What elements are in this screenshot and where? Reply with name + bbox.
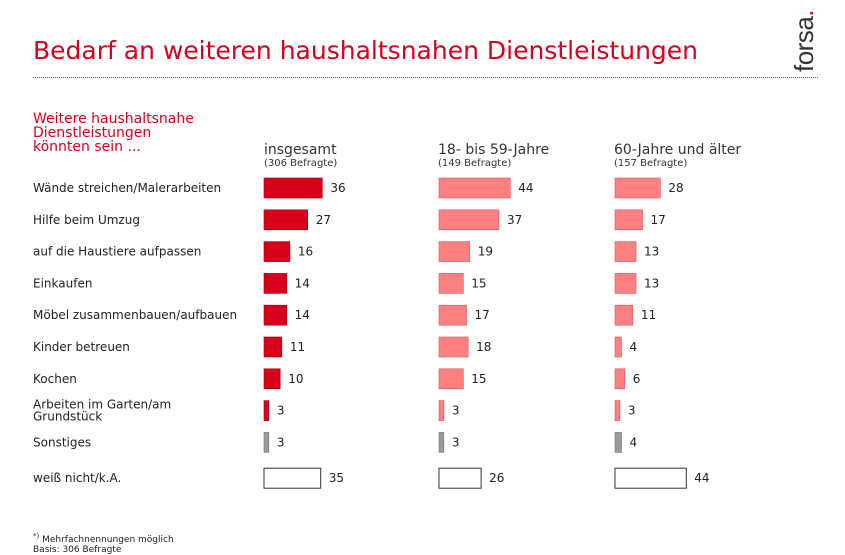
data-label: 11 [290, 340, 305, 354]
data-label: 27 [316, 213, 331, 227]
data-label: 36 [330, 181, 345, 195]
category-label: Kinder betreuen [33, 340, 130, 354]
category-label: auf die Haustiere aufpassen [33, 245, 201, 259]
data-label: 37 [507, 213, 522, 227]
data-label: 26 [489, 471, 504, 485]
category-label: weiß nicht/k.A. [33, 471, 121, 485]
bar-60-jahre-und-a-lter-mo-bel-zusammenbauen-aufbauen [614, 304, 634, 326]
bar-60-jahre-und-a-lter-auf-die-haustiere-aufpassen [614, 241, 637, 262]
data-label: 3 [277, 404, 285, 418]
bar-18-bis-59-jahre-wa-nde-streichen-malerarbeiten [438, 177, 511, 199]
bar-18-bis-59-jahre-kinder-betreuen [438, 336, 469, 358]
data-label: 17 [651, 213, 666, 227]
data-label: 13 [644, 276, 659, 290]
column-sublabel-insgesamt: (306 Befragte) [264, 158, 338, 169]
data-label: 6 [633, 372, 641, 386]
bar-60-jahre-und-a-lter-einkaufen [614, 273, 637, 294]
footnote-multiple-answers: *) Mehrfachnennungen möglich [33, 531, 174, 545]
data-label: 35 [329, 471, 344, 485]
data-label: 14 [295, 308, 310, 322]
bar-insgesamt-einkaufen [263, 273, 287, 294]
page-title: Bedarf an weiteren haushaltsnahen Dienst… [33, 36, 699, 65]
bar-insgesamt-kinder-betreuen [263, 336, 283, 358]
bar-insgesamt-wei-nicht-k-a [263, 467, 322, 489]
bar-60-jahre-und-a-lter-kinder-betreuen [614, 336, 622, 358]
question-text: Weitere haushaltsnahe Dienstleistungen k… [33, 112, 194, 154]
data-label: 3 [277, 435, 285, 449]
data-label: 10 [288, 372, 303, 386]
data-label: 28 [668, 181, 683, 195]
data-label: 15 [471, 372, 486, 386]
column-sublabel-18-59: (149 Befragte) [438, 158, 512, 169]
bar-18-bis-59-jahre-hilfe-beim-umzug [438, 209, 500, 231]
bar-60-jahre-und-a-lter-wa-nde-streichen-malerarbeiten [614, 177, 661, 199]
bar-18-bis-59-jahre-mo-bel-zusammenbauen-aufbauen [438, 304, 467, 326]
bar-18-bis-59-jahre-einkaufen [438, 273, 464, 294]
category-label: Sonstiges [33, 435, 91, 449]
bar-18-bis-59-jahre-kochen [438, 368, 464, 390]
column-sublabel-60-plus: (157 Befragte) [614, 158, 688, 169]
bar-insgesamt-kochen [263, 368, 281, 390]
bar-insgesamt-auf-die-haustiere-aufpassen [263, 241, 291, 262]
bar-insgesamt-hilfe-beim-umzug [263, 209, 309, 231]
data-label: 3 [628, 404, 636, 418]
bar-insgesamt-arbeiten-im-garten-am-grundstu-ck [263, 400, 270, 421]
data-label: 44 [518, 181, 533, 195]
data-label: 3 [452, 404, 460, 418]
data-label: 18 [476, 340, 491, 354]
bar-60-jahre-und-a-lter-wei-nicht-k-a [614, 467, 687, 489]
footnote-marker: *) [33, 532, 40, 540]
footnote: *) Mehrfachnennungen möglich Basis: 306 … [33, 531, 174, 555]
bar-60-jahre-und-a-lter-arbeiten-im-garten-am-grundstu-ck [614, 400, 621, 421]
question-line-1: Weitere haushaltsnahe [33, 111, 194, 127]
title-divider [33, 77, 818, 78]
data-label: 15 [471, 276, 486, 290]
bar-18-bis-59-jahre-auf-die-haustiere-aufpassen [438, 241, 471, 262]
bar-60-jahre-und-a-lter-hilfe-beim-umzug [614, 209, 643, 231]
data-label: 19 [478, 245, 493, 259]
data-label: 13 [644, 245, 659, 259]
data-label: 11 [641, 308, 656, 322]
column-header-18-59: 18- bis 59-Jahre [438, 142, 550, 158]
bar-18-bis-59-jahre-wei-nicht-k-a [438, 467, 482, 489]
question-line-3: könnten sein ... [33, 139, 141, 155]
question-line-2: Dienstleistungen [33, 125, 152, 141]
data-label: 16 [298, 245, 313, 259]
data-label: 3 [452, 435, 460, 449]
bar-60-jahre-und-a-lter-kochen [614, 368, 626, 390]
data-label: 4 [629, 435, 637, 449]
bar-18-bis-59-jahre-sonstiges [438, 432, 445, 453]
category-label: Hilfe beim Umzug [33, 213, 140, 227]
data-label: 4 [629, 340, 637, 354]
bar-18-bis-59-jahre-arbeiten-im-garten-am-grundstu-ck [438, 400, 445, 421]
data-label: 14 [295, 276, 310, 290]
footnote-note: Mehrfachnennungen möglich [39, 535, 174, 545]
category-label: Arbeiten im Garten/am Grundstück [33, 398, 171, 424]
bar-insgesamt-mo-bel-zusammenbauen-aufbauen [263, 304, 287, 326]
column-header-60-plus: 60-Jahre und älter [614, 142, 742, 158]
category-label: Möbel zusammenbauen/aufbauen [33, 308, 237, 322]
category-label: Einkaufen [33, 276, 92, 290]
category-label: Kochen [33, 372, 77, 386]
data-label: 17 [475, 308, 490, 322]
bar-60-jahre-und-a-lter-sonstiges [614, 432, 622, 453]
column-header-insgesamt: insgesamt [264, 142, 337, 158]
category-label: Wände streichen/Malerarbeiten [33, 181, 221, 195]
bar-insgesamt-wa-nde-streichen-malerarbeiten [263, 177, 323, 199]
footnote-basis: Basis: 306 Befragte [33, 545, 122, 555]
data-label: 44 [694, 471, 709, 485]
bar-insgesamt-sonstiges [263, 432, 270, 453]
